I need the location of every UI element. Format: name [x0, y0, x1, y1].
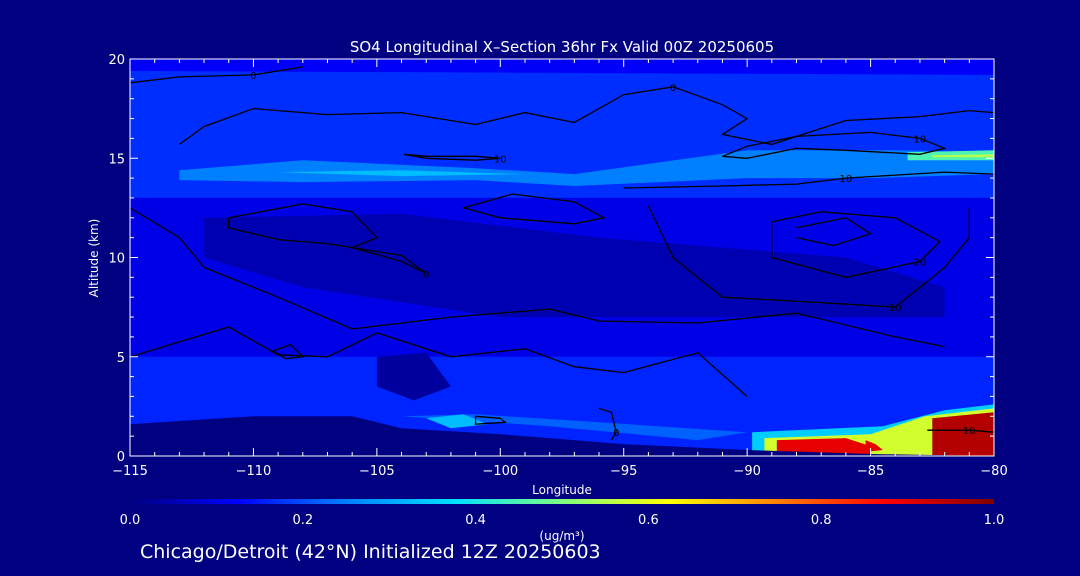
contour-label: 0	[250, 71, 256, 82]
contour-line	[623, 171, 994, 189]
concentration-region	[401, 414, 748, 441]
contour-line	[796, 217, 873, 247]
concentration-region	[426, 414, 488, 429]
contour-line	[179, 86, 994, 146]
contour-line	[722, 131, 947, 159]
contour-line	[403, 153, 501, 161]
x-tick-label: −95	[610, 464, 637, 479]
contour-label: 10	[840, 174, 853, 185]
contour-line	[474, 415, 507, 425]
concentration-region	[204, 213, 945, 318]
x-tick-label: −85	[857, 464, 884, 479]
x-tick-label: −115	[112, 464, 148, 479]
y-tick-label: 20	[108, 53, 125, 68]
contour-line	[463, 193, 606, 225]
x-tick-label: −90	[733, 464, 760, 479]
contour-line	[927, 429, 994, 433]
contour-line	[647, 205, 970, 308]
x-tick-label: −80	[980, 464, 1007, 479]
concentration-region	[932, 154, 994, 158]
colorbar-tick-label: 0.0	[120, 513, 141, 528]
concentration-region	[278, 170, 525, 177]
contour-line	[228, 203, 427, 274]
concentration-region	[376, 352, 451, 401]
concentration-region	[865, 440, 883, 452]
footer-caption: Chicago/Detroit (42°N) Initialized 12Z 2…	[140, 541, 601, 563]
y-axis-label: Altitude (km)	[87, 219, 101, 298]
colorbar-label: (ug/m³)	[539, 529, 584, 543]
colorbar-tick-label: 0.2	[292, 513, 313, 528]
terrain	[130, 416, 994, 456]
y-tick-label: 15	[108, 152, 125, 167]
concentration-region	[932, 412, 994, 456]
x-axis-label: Longitude	[532, 483, 592, 497]
y-axis: 0 5 10 15 20	[108, 53, 994, 465]
contour-line	[598, 407, 617, 441]
x-tick-label: −100	[482, 464, 518, 479]
colorbar-tick-label: 0.8	[811, 513, 832, 528]
x-tick-label: −105	[359, 464, 395, 479]
concentration-region	[179, 150, 994, 186]
contour-line	[771, 211, 941, 279]
contour-label: 0	[613, 428, 619, 439]
contour-label: 20	[914, 258, 927, 269]
concentration-region	[130, 59, 994, 75]
contour-label: 10	[963, 426, 976, 437]
y-tick-label: 10	[108, 252, 125, 267]
contour-label: 10	[494, 154, 507, 165]
contour-label: 0	[423, 269, 429, 280]
colorbar-tick-label: 0.6	[638, 513, 659, 528]
contour-label: 10	[914, 134, 927, 145]
contour-line	[130, 207, 945, 348]
contour-line	[130, 66, 303, 84]
x-tick-label: −110	[236, 464, 272, 479]
x-axis: −115 −110 −105 −100 −95 −90 −85 −80	[112, 59, 1008, 479]
colorbar-gradient	[130, 499, 994, 504]
y-tick-label: 5	[117, 351, 125, 366]
chart-title: SO4 Longitudinal X–Section 36hr Fx Valid…	[350, 38, 774, 56]
plot-area: 0 10 0 10 10 0 20 10 0 10	[130, 59, 994, 456]
contour-label: 10	[889, 303, 902, 314]
concentration-region	[776, 438, 871, 456]
colorbar-tick-label: 0.4	[465, 513, 486, 528]
colorbar-tick-label: 1.0	[984, 513, 1005, 528]
y-tick-label: 0	[117, 450, 125, 465]
contour-label: 0	[670, 83, 676, 94]
contour-line	[130, 326, 748, 397]
colorbar: 0.0 0.2 0.4 0.6 0.8 1.0	[120, 499, 1005, 528]
contour-line	[272, 344, 305, 360]
